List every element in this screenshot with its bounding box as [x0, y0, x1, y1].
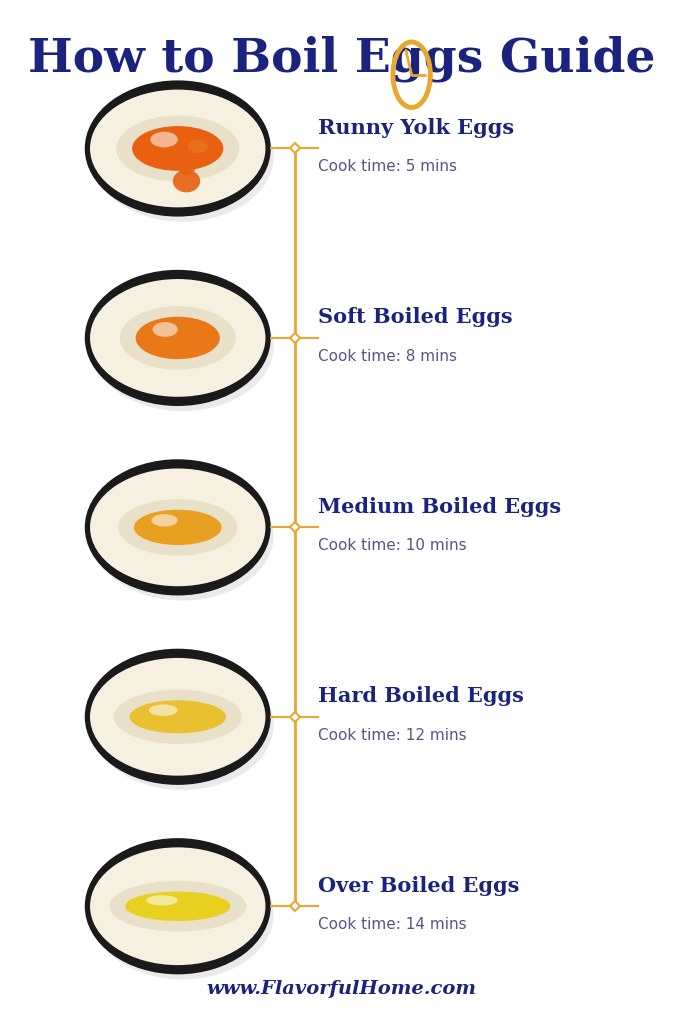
Ellipse shape — [85, 649, 270, 784]
Text: Cook time: 8 mins: Cook time: 8 mins — [318, 349, 457, 364]
Ellipse shape — [90, 90, 266, 208]
Ellipse shape — [90, 657, 266, 776]
Text: Cook time: 14 mins: Cook time: 14 mins — [318, 918, 466, 932]
Ellipse shape — [150, 132, 178, 147]
Ellipse shape — [173, 170, 200, 193]
Text: Over Boiled Eggs: Over Boiled Eggs — [318, 876, 520, 896]
Ellipse shape — [188, 139, 208, 153]
Ellipse shape — [92, 92, 274, 222]
Ellipse shape — [90, 280, 266, 397]
Ellipse shape — [92, 850, 274, 979]
Text: Cook time: 12 mins: Cook time: 12 mins — [318, 728, 466, 742]
Ellipse shape — [85, 838, 270, 975]
Ellipse shape — [90, 848, 266, 965]
Ellipse shape — [85, 459, 270, 596]
Ellipse shape — [92, 659, 274, 791]
Ellipse shape — [85, 81, 270, 217]
Ellipse shape — [178, 159, 195, 175]
Text: www.FlavorfulHome.com: www.FlavorfulHome.com — [206, 980, 477, 998]
Ellipse shape — [134, 510, 221, 545]
Ellipse shape — [152, 322, 178, 337]
Ellipse shape — [92, 282, 274, 412]
Ellipse shape — [136, 316, 220, 359]
Text: Medium Boiled Eggs: Medium Boiled Eggs — [318, 497, 561, 517]
Ellipse shape — [146, 895, 178, 905]
Text: Cook time: 10 mins: Cook time: 10 mins — [318, 539, 466, 553]
Text: Cook time: 5 mins: Cook time: 5 mins — [318, 160, 457, 174]
Ellipse shape — [152, 514, 178, 526]
Ellipse shape — [118, 499, 238, 556]
Ellipse shape — [109, 881, 246, 932]
Ellipse shape — [149, 705, 178, 716]
Text: How to Boil Eggs Guide: How to Boil Eggs Guide — [28, 36, 655, 82]
Text: Runny Yolk Eggs: Runny Yolk Eggs — [318, 118, 514, 138]
Ellipse shape — [113, 690, 242, 743]
Ellipse shape — [132, 126, 223, 171]
Text: Soft Boiled Eggs: Soft Boiled Eggs — [318, 307, 513, 328]
Ellipse shape — [92, 471, 274, 600]
Ellipse shape — [116, 116, 239, 181]
Ellipse shape — [125, 892, 230, 921]
Ellipse shape — [130, 700, 226, 733]
Ellipse shape — [120, 306, 236, 370]
Text: Hard Boiled Eggs: Hard Boiled Eggs — [318, 686, 524, 707]
Ellipse shape — [85, 270, 270, 407]
Ellipse shape — [90, 469, 266, 586]
